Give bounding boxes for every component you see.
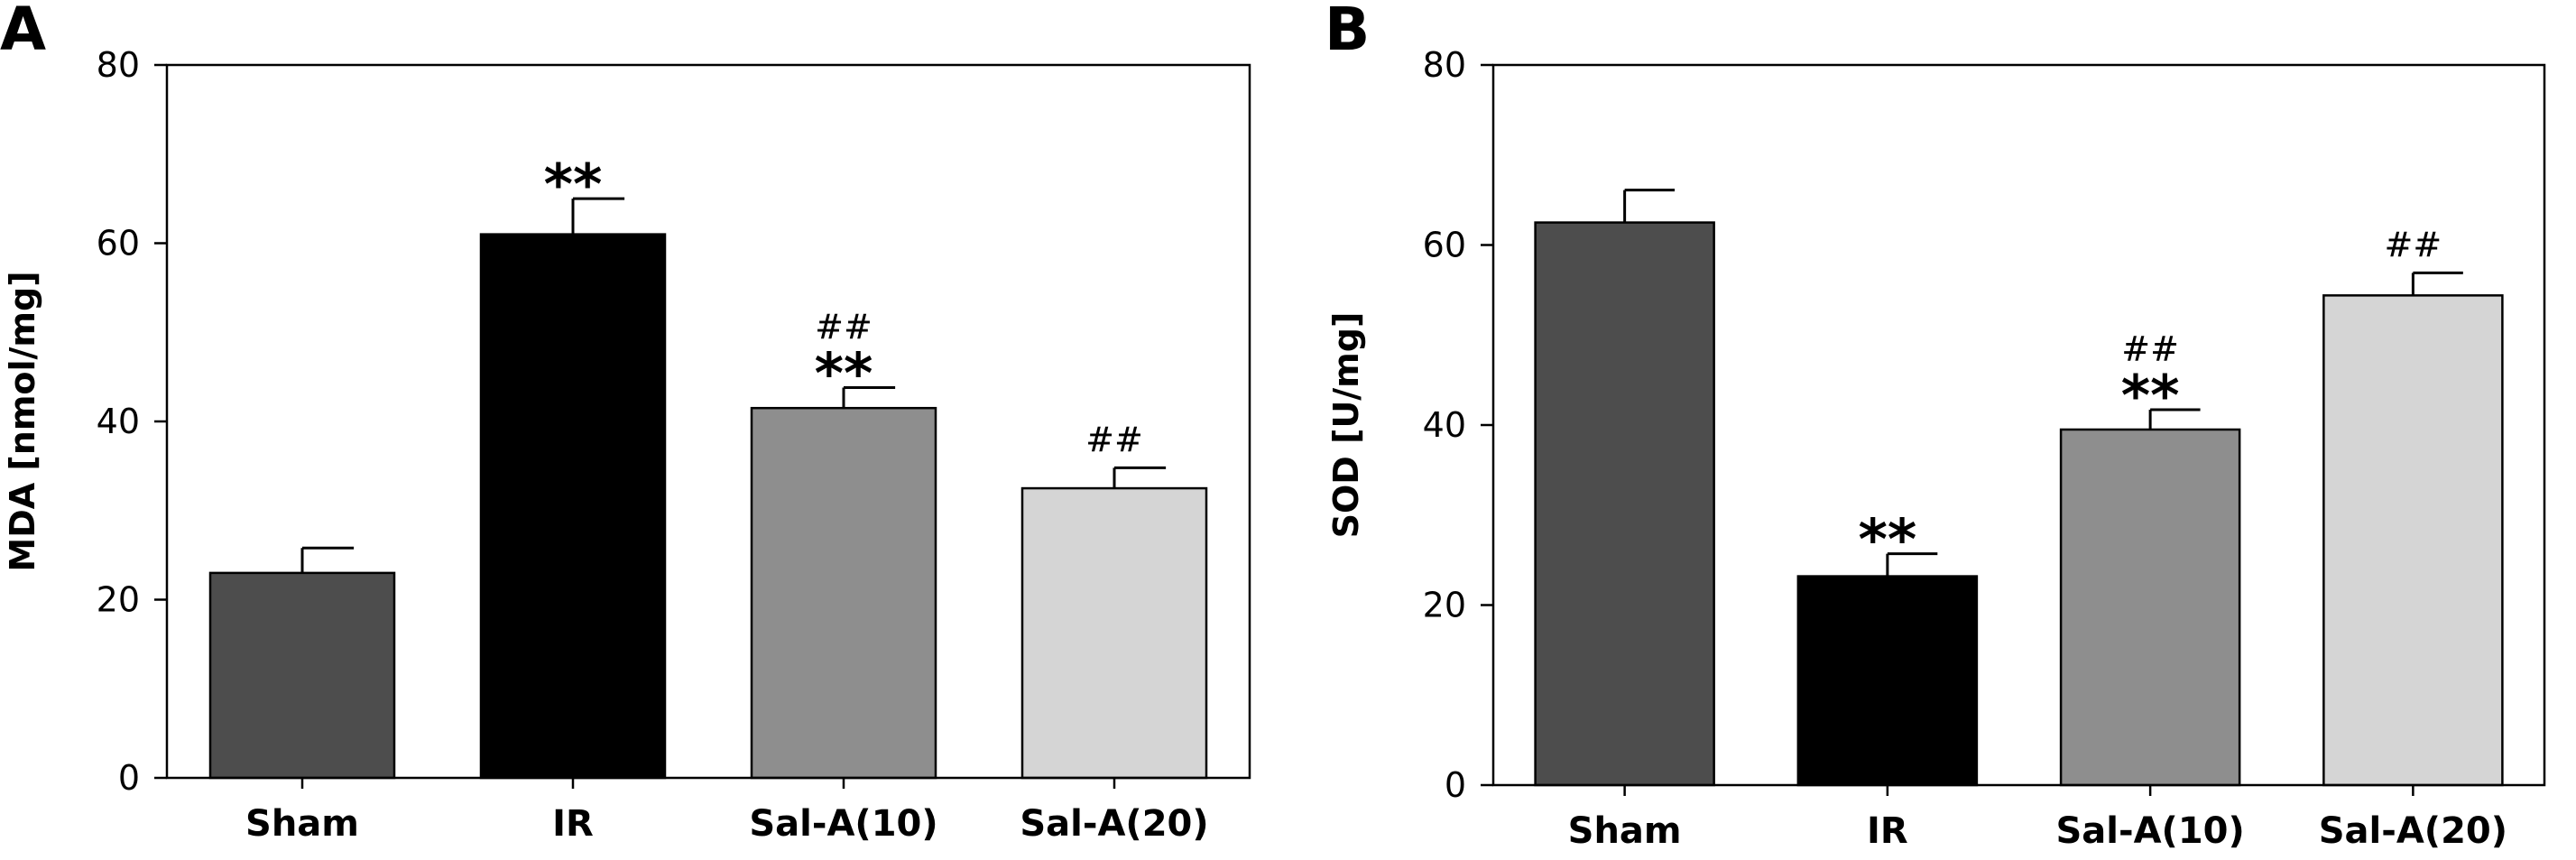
significance-hash: ##	[2385, 225, 2442, 264]
chart-panel-b: BSham**IR**##Sal-A(10)##Sal-A(20)0204060…	[1325, 0, 2546, 852]
significance-hash: ##	[2121, 329, 2179, 369]
y-tick-label: 0	[1445, 765, 1466, 805]
significance-star: **	[544, 152, 603, 217]
significance-hash: ##	[815, 307, 873, 347]
y-tick-label: 40	[97, 402, 140, 441]
y-tick-label: 20	[1423, 586, 1466, 625]
bar-sal-a-20-	[1020, 486, 1208, 780]
x-tick-label: Sham	[245, 803, 359, 845]
x-tick-label: Sal-A(10)	[749, 803, 937, 845]
x-tick-label: Sal-A(20)	[2319, 810, 2507, 852]
bar-sham	[1534, 221, 1715, 787]
panel-label: A	[0, 0, 46, 64]
y-tick-label: 40	[1423, 405, 1466, 445]
panel-label: B	[1325, 0, 1370, 64]
significance-star: **	[1858, 507, 1916, 573]
y-tick-label: 60	[97, 224, 140, 264]
bar-ir	[1796, 575, 1979, 787]
bar-ir	[479, 233, 667, 780]
significance-star: **	[2121, 363, 2180, 429]
x-tick-label: Sham	[1568, 810, 1682, 852]
x-tick-label: IR	[552, 803, 594, 845]
y-axis-title: SOD [U/mg]	[1326, 312, 1366, 539]
y-tick-label: 80	[1423, 45, 1466, 85]
x-tick-label: Sal-A(10)	[2055, 810, 2244, 852]
significance-hash: ##	[1085, 420, 1143, 459]
bar-sal-a-20-	[2322, 294, 2504, 787]
significance-star: **	[815, 340, 873, 406]
bar-sal-a-10-	[2059, 428, 2241, 787]
y-tick-label: 80	[97, 45, 140, 85]
bar-sham	[208, 571, 396, 780]
y-tick-label: 20	[97, 580, 140, 620]
y-axis-title: MDA [nmol/mg]	[3, 271, 42, 571]
bar-sal-a-10-	[750, 406, 937, 780]
y-tick-label: 60	[1423, 226, 1466, 265]
x-tick-label: Sal-A(20)	[1020, 803, 1208, 845]
chart-panel-a: ASham**IR**##Sal-A(10)##Sal-A(20)0204060…	[0, 0, 1251, 845]
x-tick-label: IR	[1867, 810, 1908, 852]
y-tick-label: 0	[118, 758, 140, 798]
